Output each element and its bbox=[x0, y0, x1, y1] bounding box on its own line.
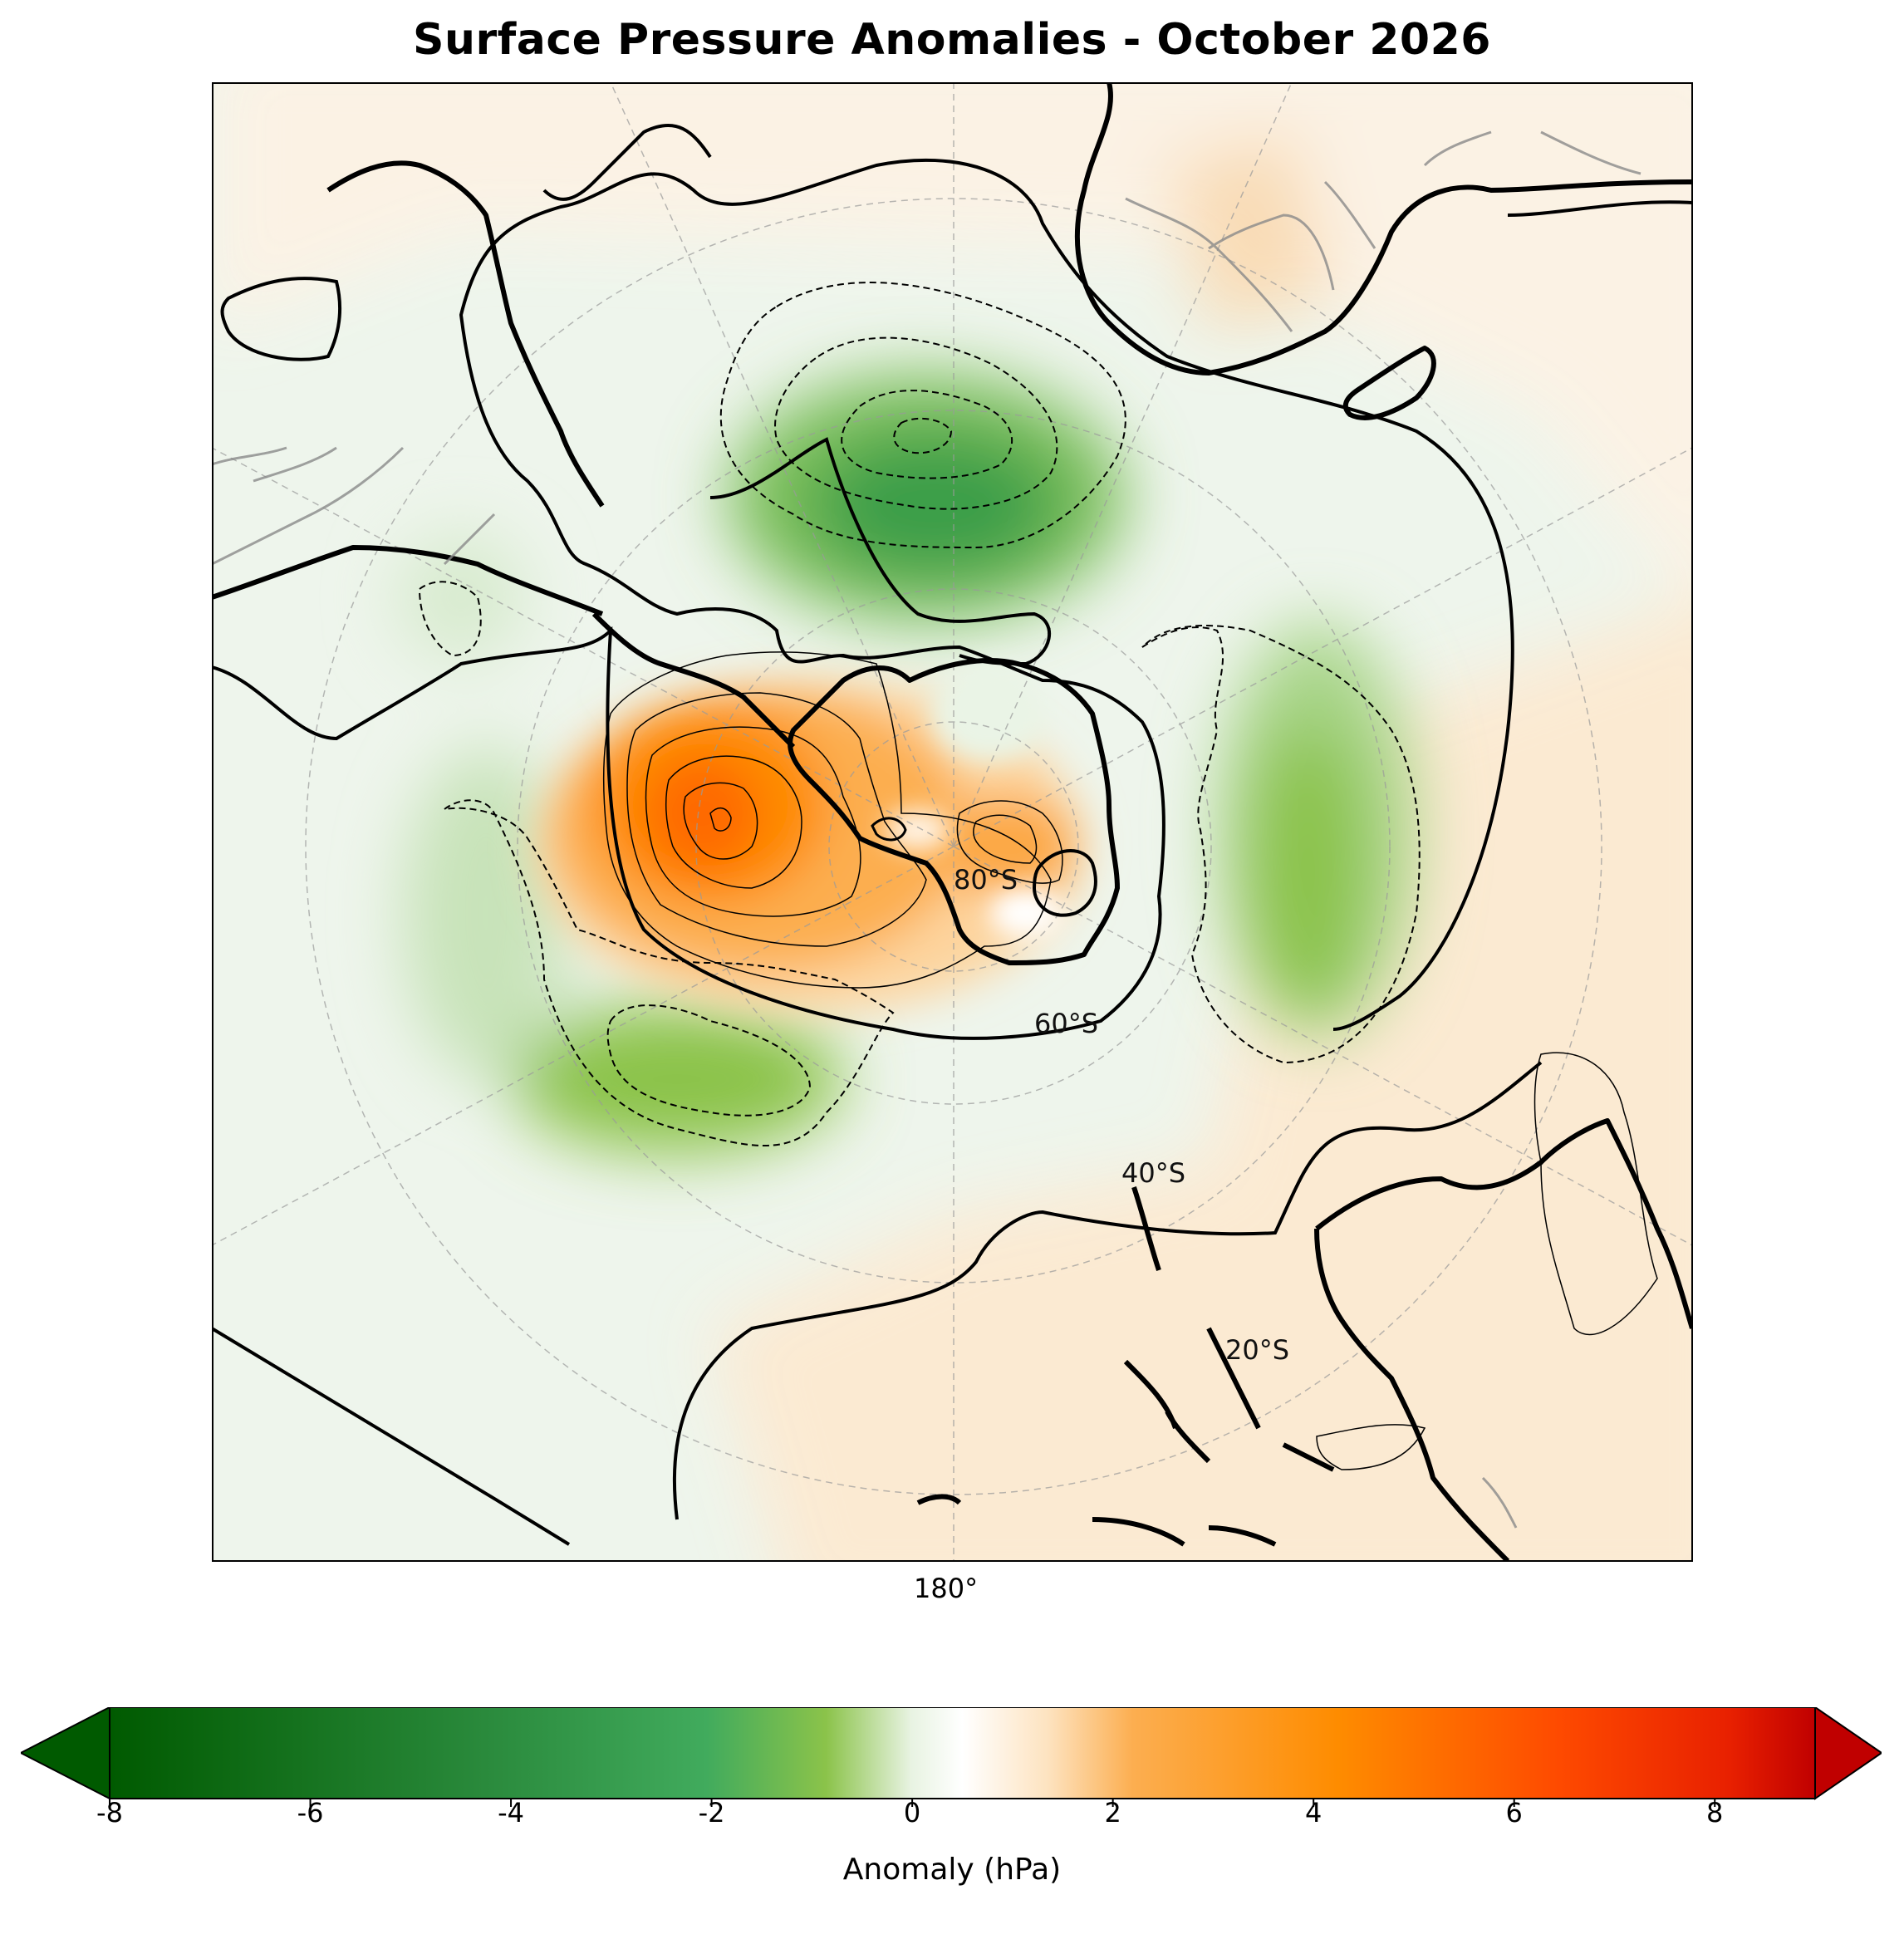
colorbar-extend-min bbox=[21, 1707, 110, 1800]
antarctic-white-patch bbox=[885, 664, 1063, 938]
colorbar-extend-max bbox=[1814, 1707, 1882, 1800]
madagascar-coast bbox=[1342, 346, 1436, 420]
zero-contours bbox=[212, 123, 1692, 1546]
colorbar-tick-label: -6 bbox=[297, 1797, 324, 1828]
lat-label-80s: 80°S bbox=[954, 864, 1018, 896]
colorbar-gradient bbox=[109, 1707, 1816, 1799]
colorbar-tick-label: -4 bbox=[498, 1797, 524, 1828]
colorbar-tick-label: -8 bbox=[96, 1797, 123, 1828]
map-svg bbox=[212, 82, 1692, 1561]
lat-label-60s: 60°S bbox=[1034, 1008, 1099, 1039]
south-america-coast bbox=[326, 160, 605, 508]
colorbar-tick-label: 8 bbox=[1706, 1797, 1724, 1828]
negative-anomalies bbox=[395, 373, 1416, 1154]
colorbar-tick-label: 6 bbox=[1505, 1797, 1523, 1828]
antarctic-peninsula bbox=[591, 611, 796, 749]
colorbar bbox=[21, 1707, 1882, 1923]
africa-coast bbox=[1074, 82, 1692, 376]
colorbar-tick-label: -2 bbox=[698, 1797, 725, 1828]
map-panel bbox=[212, 82, 1692, 1561]
low-south-pacific bbox=[511, 1004, 843, 1154]
country-borders bbox=[212, 130, 1641, 1529]
antarctica-coast bbox=[788, 658, 1120, 965]
colorbar-tick-label: 0 bbox=[903, 1797, 921, 1828]
new-zealand-coast bbox=[1131, 1186, 1161, 1271]
lat-label-40s: 40°S bbox=[1121, 1157, 1186, 1189]
positive-background bbox=[212, 82, 1692, 1561]
negative-contours bbox=[418, 282, 1421, 1146]
longitude-label-180: 180° bbox=[914, 1573, 979, 1604]
colorbar-tick-label: 2 bbox=[1104, 1797, 1121, 1828]
colorbar-svg bbox=[21, 1707, 1882, 1807]
colorbar-tick-label: 4 bbox=[1304, 1797, 1322, 1828]
colorbar-label: Anomaly (hPa) bbox=[842, 1853, 1062, 1887]
coastlines bbox=[212, 82, 1692, 1561]
lat-label-20s: 20°S bbox=[1225, 1334, 1290, 1366]
chart-title: Surface Pressure Anomalies - October 202… bbox=[413, 15, 1491, 65]
australia-coast bbox=[1315, 1118, 1692, 1329]
